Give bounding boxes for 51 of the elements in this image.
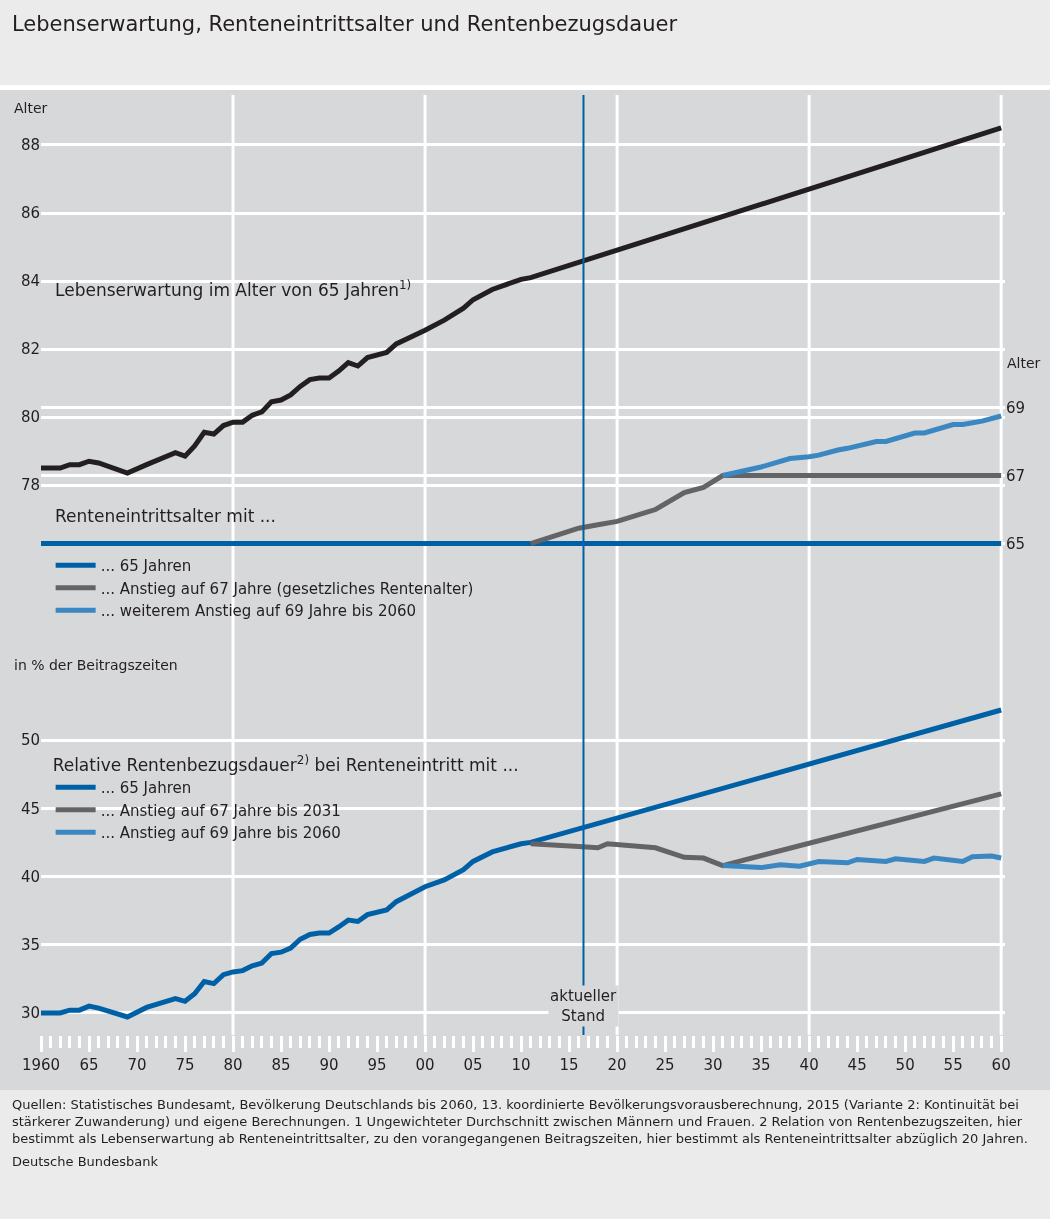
x-tick-label: 00 (415, 1056, 435, 1074)
x-tick-label: 60 (991, 1056, 1011, 1074)
y-tick-label: 82 (20, 340, 40, 359)
x-tick-label: 90 (319, 1056, 339, 1074)
source-note: Quellen: Statistisches Bundesamt, Bevölkerung Deutschlands bis 2060, 13. koordinierte Bevölkerungsvorausberechnung, 2015 (Variante 2: Kontinuität bei stärkerer Zuwanderung) und eigene Berechnungen. 1 Ungewichteter Durchschnitt zwischen Männern und Frauen. 2 Relation von Rentenbezugszeiten, hier bestimmt als Lebenserwartung ab Renteneintrittsalter, zu den vorangegangenen Beitragszeiten, hier bestimmt als Renteneintrittsalter abzüglich 20 Jahren. (12, 1096, 1029, 1147)
x-tick-label: 10 (511, 1056, 531, 1074)
x-tick-label: 95 (367, 1056, 387, 1074)
legend-title: Relative Rentenbezugsdauer$^{2)}$ bei Renteneintritt mit ... (52, 752, 519, 776)
x-tick-label: 50 (895, 1056, 915, 1074)
series-label: Lebenserwartung im Alter von 65 Jahren$^{1)}$ (55, 278, 412, 301)
x-tick-label: 35 (751, 1056, 771, 1074)
y2-tick-label: 67 (1006, 466, 1026, 485)
legend-label: ... Anstieg auf 67 Jahre bis 2031 (100, 801, 341, 820)
legend-label: ... 65 Jahren (100, 557, 192, 575)
y-tick-label: 50 (20, 731, 40, 750)
x-tick-label: 25 (655, 1056, 675, 1074)
text: Deutsche Bundesbank (12, 1153, 160, 1170)
y-tick-label: 80 (20, 408, 40, 427)
y-axis-title: in % der Beitragszeiten (14, 657, 178, 673)
legend-label: ... Anstieg auf 69 Jahre bis 2060 (100, 824, 341, 843)
x-tick-label: 20 (607, 1056, 627, 1074)
ref-line-label: aktueller Stand (550, 987, 618, 1025)
legend-label: ... 65 Jahren (100, 779, 192, 798)
x-tick-label: 80 (223, 1056, 243, 1074)
annotation: Renteneintrittsalter mit ... (55, 506, 276, 526)
legend-label: ... weiterem Anstieg auf 69 Jahre bis 2060 (100, 602, 417, 620)
chart-title: Lebenserwartung, Renteneintrittsalter und Rentenbezugsdauer (0, 0, 1050, 90)
y-tick-label: 88 (20, 136, 40, 155)
x-tick-label: 55 (943, 1056, 963, 1074)
y-tick-label: 40 (20, 867, 40, 886)
y-tick-label: 45 (20, 799, 40, 818)
y2-axis-title: Alter (1007, 355, 1041, 371)
x-tick-label: 85 (271, 1056, 291, 1074)
x-tick-label: 05 (463, 1056, 483, 1074)
x-tick-label: 70 (127, 1056, 147, 1074)
x-tick-label: 30 (703, 1056, 723, 1074)
y-tick-label: 78 (20, 476, 40, 495)
x-tick-label: 65 (79, 1056, 99, 1074)
x-tick-label: 75 (175, 1056, 195, 1074)
y2-tick-label: 65 (1006, 534, 1026, 553)
x-tick-label: 45 (847, 1056, 867, 1074)
y-tick-label: 35 (20, 935, 40, 954)
x-tick-label: 1960 (21, 1056, 61, 1074)
y-tick-label: 84 (20, 272, 40, 291)
y-tick-label: 30 (20, 1004, 40, 1023)
x-tick-label: 40 (799, 1056, 819, 1074)
y-tick-label: 86 (20, 204, 40, 223)
y-axis-title: Alter (14, 100, 48, 116)
legend-label: ... Anstieg auf 67 Jahre (gesetzliches Rentenalter) (100, 579, 474, 598)
x-tick-label: 15 (559, 1056, 579, 1074)
y2-tick-label: 69 (1006, 398, 1026, 417)
